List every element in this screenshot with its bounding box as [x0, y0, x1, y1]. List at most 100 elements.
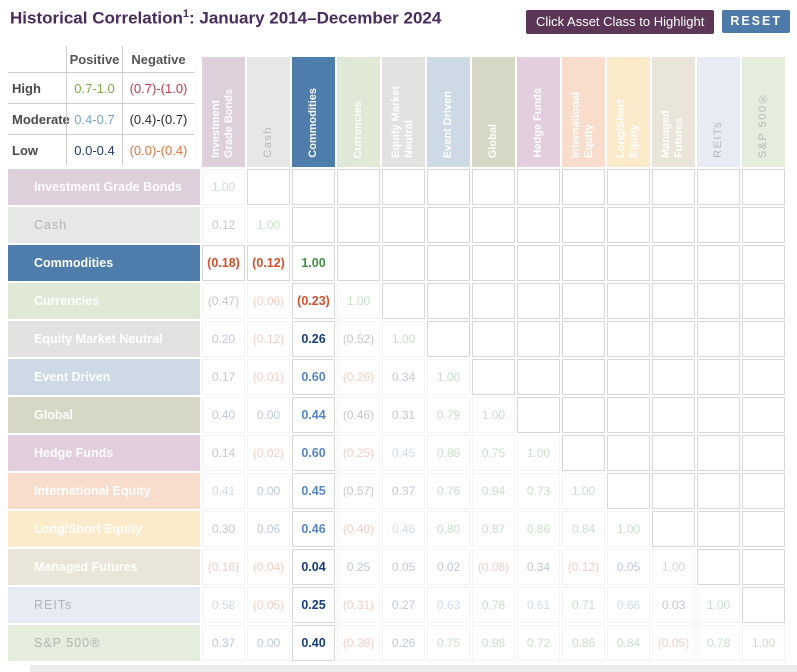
matrix-cell: 0.86: [517, 511, 560, 547]
column-header-global[interactable]: Global: [472, 57, 515, 167]
legend-moderate-negative-range: (0.4)-(0.7): [122, 103, 194, 134]
column-header-label: Currencies: [351, 100, 364, 158]
matrix-cell: 0.03: [652, 587, 695, 623]
column-header-label: Managed Futures: [660, 110, 686, 158]
row-label-event-driven[interactable]: Event Driven: [8, 359, 200, 395]
row-label-international-equity[interactable]: International Equity: [8, 473, 200, 509]
row-label-s-p-500[interactable]: S&P 500®: [8, 625, 200, 661]
matrix-cell: (0.39): [337, 625, 380, 661]
matrix-cell: [517, 359, 560, 395]
matrix-cell: 0.75: [427, 625, 470, 661]
column-header-s-p-500[interactable]: S&P 500®: [742, 57, 785, 167]
matrix-cell: [742, 549, 785, 585]
matrix-cell: (0.46): [337, 397, 380, 433]
column-header-cash[interactable]: Cash: [247, 57, 290, 167]
column-header-hedge-funds[interactable]: Hedge Funds: [517, 57, 560, 167]
column-header-managed-futures[interactable]: Managed Futures: [652, 57, 695, 167]
matrix-cell: [652, 511, 695, 547]
matrix-cell: 0.37: [202, 625, 245, 661]
matrix-cell: 0.78: [472, 587, 515, 623]
matrix-cell: [607, 283, 650, 319]
column-header-label: REITs: [711, 121, 724, 158]
matrix-cell: 0.04: [292, 549, 335, 585]
matrix-cell: [652, 207, 695, 243]
matrix-cell: 0.25: [292, 587, 335, 623]
matrix-cell: [517, 397, 560, 433]
matrix-cell: [517, 283, 560, 319]
column-header-event-driven[interactable]: Event Driven: [427, 57, 470, 167]
matrix-cell: 0.80: [427, 511, 470, 547]
row-label-currencies[interactable]: Currencies: [8, 283, 200, 319]
matrix-cell: [652, 435, 695, 471]
matrix-cell: [742, 511, 785, 547]
matrix-cell: [607, 207, 650, 243]
matrix-cell: (0.52): [337, 321, 380, 357]
matrix-cell: [697, 397, 740, 433]
matrix-corner: [8, 57, 200, 167]
matrix-cell: (0.05): [247, 587, 290, 623]
matrix-cell: [382, 245, 425, 281]
legend-low-positive-range: 0.0-0.4: [66, 134, 122, 165]
column-header-equity-market-neutral[interactable]: Equity Market Neutral: [382, 57, 425, 167]
matrix-cell: [607, 473, 650, 509]
matrix-cell: 1.00: [697, 587, 740, 623]
column-header-reits[interactable]: REITs: [697, 57, 740, 167]
highlight-instruction-button[interactable]: Click Asset Class to Highlight: [525, 10, 715, 34]
column-header-label: Global: [486, 123, 499, 158]
matrix-cell: 0.98: [472, 625, 515, 661]
column-header-label: S&P 500®: [756, 90, 769, 158]
matrix-cell: [607, 245, 650, 281]
row-label-managed-futures[interactable]: Managed Futures: [8, 549, 200, 585]
legend-high-negative-range: (0.7)-(1.0): [122, 72, 194, 103]
matrix-cell: 1.00: [742, 625, 785, 661]
column-header-long-short-equity[interactable]: Long/Short Equity: [607, 57, 650, 167]
matrix-cell: [697, 169, 740, 205]
row-label-commodities[interactable]: Commodities: [8, 245, 200, 281]
matrix-cell: [517, 207, 560, 243]
page-title-main: Historical Correlation: [10, 8, 183, 28]
matrix-cell: [652, 359, 695, 395]
row-label-hedge-funds[interactable]: Hedge Funds: [8, 435, 200, 471]
column-header-commodities[interactable]: Commodities: [292, 57, 335, 167]
matrix-cell: [517, 169, 560, 205]
matrix-cell: [652, 245, 695, 281]
matrix-cell: 0.44: [292, 397, 335, 433]
matrix-cell: [697, 435, 740, 471]
matrix-cell: [742, 169, 785, 205]
row-label-global[interactable]: Global: [8, 397, 200, 433]
column-header-international-equity[interactable]: International Equity: [562, 57, 605, 167]
matrix-cell: [607, 435, 650, 471]
page-title: Historical Correlation1: January 2014–De…: [10, 8, 441, 29]
row-label-cash[interactable]: Cash: [8, 207, 200, 243]
matrix-cell: 1.00: [202, 169, 245, 205]
matrix-cell: (0.25): [337, 435, 380, 471]
column-header-label: Cash: [261, 126, 274, 158]
matrix-cell: 0.40: [292, 625, 335, 661]
matrix-cell: [742, 321, 785, 357]
column-header-label: Commodities: [306, 88, 319, 158]
matrix-cell: 0.73: [517, 473, 560, 509]
matrix-cell: [697, 283, 740, 319]
legend-header-positive: Positive: [66, 46, 122, 72]
row-label-reits[interactable]: REITs: [8, 587, 200, 623]
matrix-cell: 0.37: [382, 473, 425, 509]
matrix-cell: [742, 283, 785, 319]
reset-button[interactable]: RESET: [722, 10, 790, 34]
column-header-investment-grade-bonds[interactable]: Investment Grade Bonds: [202, 57, 245, 167]
matrix-cell: 0.94: [472, 473, 515, 509]
column-header-currencies[interactable]: Currencies: [337, 57, 380, 167]
matrix-cell: [607, 359, 650, 395]
row-label-equity-market-neutral[interactable]: Equity Market Neutral: [8, 321, 200, 357]
matrix-cell: [292, 169, 335, 205]
row-label-investment-grade-bonds[interactable]: Investment Grade Bonds: [8, 169, 200, 205]
matrix-cell: [562, 359, 605, 395]
matrix-cell: [427, 321, 470, 357]
matrix-cell: 0.34: [517, 549, 560, 585]
row-label-long-short-equity[interactable]: Long/Short Equity: [8, 511, 200, 547]
legend-high-positive-range: 0.7-1.0: [66, 72, 122, 103]
matrix-cell: 1.00: [607, 511, 650, 547]
matrix-cell: (0.12): [247, 321, 290, 357]
legend-row-low-label: Low: [8, 134, 66, 165]
matrix-cell: [742, 587, 785, 623]
matrix-cell: 0.34: [382, 359, 425, 395]
